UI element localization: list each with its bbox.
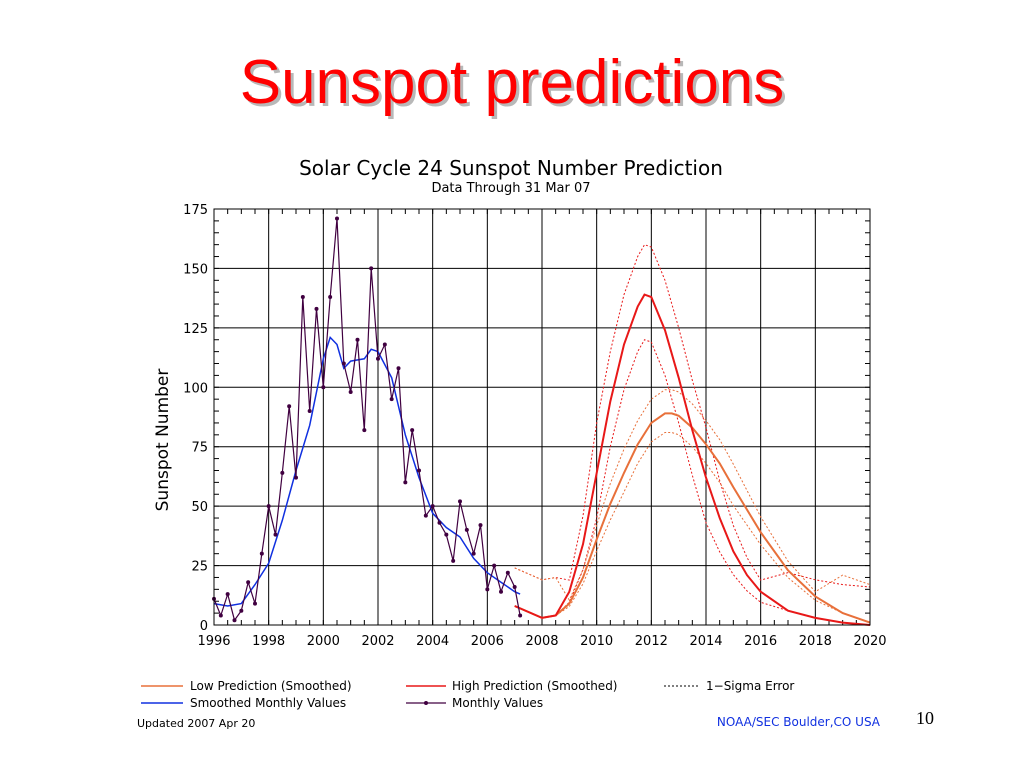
monthly-value-point	[471, 551, 476, 556]
y-tick-label: 75	[191, 441, 208, 456]
monthly-value-point	[307, 409, 312, 414]
monthly-value-point	[266, 504, 271, 509]
monthly-value-point	[232, 618, 237, 623]
y-tick-label: 100	[183, 381, 208, 396]
monthly-value-point	[273, 532, 278, 537]
monthly-value-point	[287, 404, 292, 409]
x-tick-label: 2010	[580, 634, 613, 649]
monthly-value-point	[389, 397, 394, 402]
legend-label-sigma: 1−Sigma Error	[706, 679, 794, 693]
monthly-value-point	[485, 587, 490, 592]
slide-title: Sunspot predictions	[239, 48, 785, 117]
monthly-value-point	[362, 428, 367, 433]
x-tick-label: 2012	[635, 634, 668, 649]
monthly-value-point	[444, 532, 449, 537]
y-tick-label: 25	[191, 560, 208, 575]
tick-labels: 1996 1998 2000 2002 2004 2006 2008 2010 2012 2014…	[183, 203, 886, 649]
monthly-value-point	[423, 513, 428, 518]
y-tick-label: 175	[183, 203, 208, 218]
monthly-value-point	[437, 520, 442, 525]
monthly-value-point	[512, 584, 517, 589]
sigma-error-line	[514, 339, 871, 626]
y-axis-label: Sunspot Number	[153, 369, 173, 512]
x-tick-label: 2014	[689, 634, 722, 649]
monthly-value-point	[396, 366, 401, 371]
monthly-value-point	[294, 475, 298, 480]
sigma-error-line	[514, 389, 871, 602]
chart-title: Solar Cycle 24 Sunspot Number Prediction	[299, 156, 723, 180]
x-tick-label: 2016	[744, 634, 777, 649]
monthly-value-point	[492, 563, 497, 568]
monthly-value-point	[478, 523, 483, 528]
legend: Low Prediction (Smoothed) High Predictio…	[141, 679, 794, 710]
y-tick-label: 150	[183, 262, 208, 277]
legend-marker-monthly	[424, 701, 428, 705]
smoothed-monthly-line	[213, 335, 521, 607]
x-tick-label: 2004	[416, 634, 449, 649]
plot-frame	[213, 208, 871, 626]
grid	[213, 208, 871, 626]
source-credit: NOAA/SEC Boulder,CO USA	[717, 715, 881, 729]
slide-number: 10	[916, 708, 934, 728]
sigma-error-line	[514, 244, 871, 588]
monthly-value-point	[376, 356, 380, 361]
monthly-value-point	[328, 294, 333, 299]
monthly-value-point	[341, 361, 346, 366]
legend-label-smoothed: Smoothed Monthly Values	[190, 696, 346, 710]
monthly-value-point	[464, 527, 469, 532]
monthly-value-point	[348, 390, 353, 395]
series-layer	[212, 216, 871, 626]
monthly-value-point	[499, 589, 503, 594]
monthly-value-point	[355, 337, 360, 342]
monthly-value-point	[321, 385, 326, 390]
updated-note: Updated 2007 Apr 20	[137, 717, 255, 730]
y-tick-label: 0	[200, 619, 208, 634]
high-prediction-line	[514, 293, 871, 626]
monthly-value-point	[410, 428, 415, 433]
x-tick-label: 2020	[853, 634, 886, 649]
monthly-value-point	[382, 342, 387, 347]
legend-label-high: High Prediction (Smoothed)	[452, 679, 618, 693]
monthly-value-point	[218, 613, 223, 618]
monthly-value-point	[417, 468, 421, 473]
monthly-value-point	[458, 499, 462, 504]
monthly-value-point	[225, 592, 230, 597]
monthly-value-point	[335, 216, 339, 221]
low-prediction-line	[514, 412, 871, 624]
monthly-value-point	[300, 294, 305, 299]
monthly-value-point	[246, 580, 251, 585]
chart-subtitle: Data Through 31 Mar 07	[431, 181, 590, 196]
monthly-value-point	[403, 480, 408, 485]
x-tick-label: 2002	[361, 634, 394, 649]
monthly-value-point	[239, 608, 244, 613]
x-tick-label: 2006	[471, 634, 504, 649]
monthly-value-point	[505, 570, 510, 575]
x-tick-label: 2008	[525, 634, 558, 649]
x-tick-label: 2000	[307, 634, 340, 649]
monthly-value-point	[369, 266, 374, 271]
x-tick-label: 1998	[252, 634, 285, 649]
sigma-error-line	[514, 432, 871, 624]
x-tick-label: 2018	[799, 634, 832, 649]
legend-label-low: Low Prediction (Smoothed)	[190, 679, 352, 693]
legend-label-monthly: Monthly Values	[452, 696, 543, 710]
monthly-value-point	[314, 306, 319, 311]
monthly-value-point	[259, 551, 264, 556]
y-tick-label: 125	[183, 322, 208, 337]
monthly-value-point	[280, 470, 285, 475]
monthly-value-point	[253, 601, 257, 606]
x-tick-label: 1996	[197, 634, 230, 649]
monthly-values-line	[213, 218, 521, 622]
y-tick-label: 50	[191, 500, 208, 515]
monthly-value-point	[451, 558, 456, 563]
monthly-value-point	[430, 504, 435, 509]
monthly-value-point	[518, 613, 523, 618]
